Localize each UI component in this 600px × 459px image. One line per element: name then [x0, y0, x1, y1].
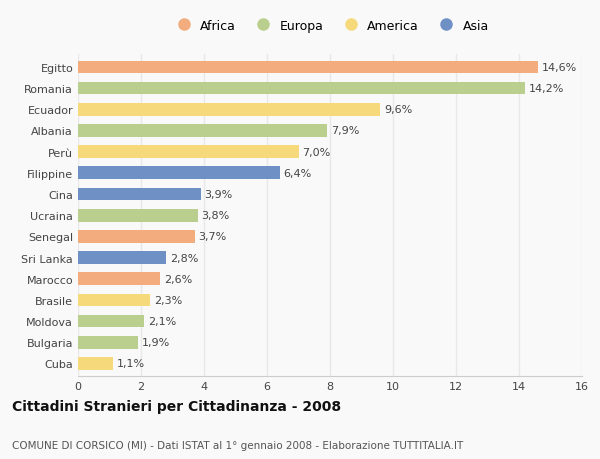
Text: 2,8%: 2,8%: [170, 253, 199, 263]
Bar: [78, 252, 166, 264]
Text: Cittadini Stranieri per Cittadinanza - 2008: Cittadini Stranieri per Cittadinanza - 2…: [12, 399, 341, 413]
Bar: [78, 273, 160, 285]
Text: 14,2%: 14,2%: [529, 84, 565, 94]
Text: 7,9%: 7,9%: [331, 126, 359, 136]
Bar: [78, 209, 198, 222]
Text: 1,1%: 1,1%: [116, 358, 145, 369]
Bar: [78, 125, 327, 138]
Text: 3,9%: 3,9%: [205, 190, 233, 200]
Text: 3,7%: 3,7%: [199, 232, 227, 242]
Text: 3,8%: 3,8%: [202, 211, 230, 221]
Bar: [78, 104, 380, 117]
Bar: [78, 188, 201, 201]
Bar: [78, 62, 538, 74]
Bar: [78, 167, 280, 180]
Text: 14,6%: 14,6%: [542, 63, 577, 73]
Bar: [78, 315, 144, 328]
Legend: Africa, Europa, America, Asia: Africa, Europa, America, Asia: [171, 20, 489, 33]
Text: 9,6%: 9,6%: [384, 105, 412, 115]
Bar: [78, 358, 113, 370]
Bar: [78, 230, 194, 243]
Text: 1,9%: 1,9%: [142, 337, 170, 347]
Text: COMUNE DI CORSICO (MI) - Dati ISTAT al 1° gennaio 2008 - Elaborazione TUTTITALIA: COMUNE DI CORSICO (MI) - Dati ISTAT al 1…: [12, 440, 463, 450]
Text: 7,0%: 7,0%: [302, 147, 331, 157]
Text: 2,1%: 2,1%: [148, 316, 176, 326]
Text: 2,3%: 2,3%: [154, 295, 182, 305]
Bar: [78, 336, 138, 349]
Bar: [78, 146, 299, 159]
Text: 2,6%: 2,6%: [164, 274, 192, 284]
Bar: [78, 294, 151, 307]
Text: 6,4%: 6,4%: [283, 168, 311, 179]
Bar: [78, 83, 526, 95]
